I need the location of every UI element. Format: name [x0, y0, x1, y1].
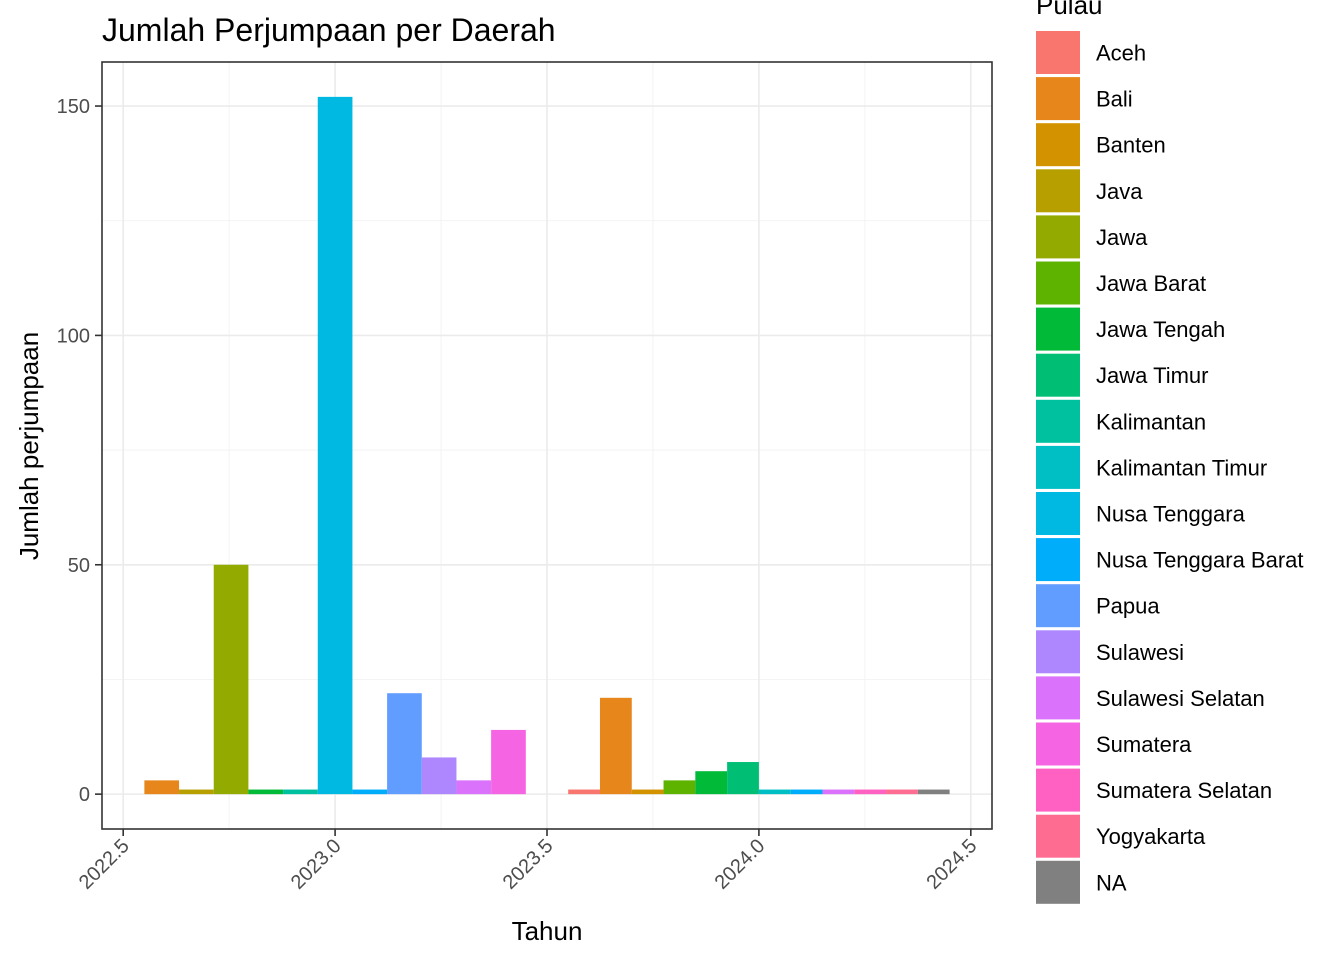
legend-key-papua	[1036, 584, 1080, 628]
bar-sumatera-2023	[491, 729, 526, 795]
legend-label: Yogyakarta	[1096, 824, 1206, 849]
bar-java-2023	[179, 789, 214, 795]
legend: Pulau Aceh Bali Banten Java Jawa Jawa Barat Ja…	[1036, 0, 1304, 904]
legend-key-banten	[1036, 123, 1080, 167]
legend-label: Jawa Barat	[1096, 271, 1206, 296]
x-tick-label: 2023.5	[499, 835, 558, 894]
legend-label: Kalimantan Timur	[1096, 455, 1267, 480]
legend-label: Aceh	[1096, 41, 1146, 66]
legend-key-jawa-timur	[1036, 353, 1080, 397]
bar-sulawesi-selatan-2024	[822, 789, 855, 795]
bar-jawa-tengah-2024	[695, 771, 728, 795]
legend-key-bali	[1036, 77, 1080, 121]
legend-key-sumatera	[1036, 722, 1080, 766]
legend-label: Sumatera Selatan	[1096, 778, 1272, 803]
bar-papua-2023	[387, 693, 422, 795]
bar-bali-2023	[144, 780, 180, 795]
y-tick-label: 150	[57, 96, 90, 118]
legend-key-nusa-tenggara-barat	[1036, 538, 1080, 582]
bar-aceh-2024	[568, 789, 600, 795]
legend-label: Kalimantan	[1096, 409, 1206, 434]
legend-key-sulawesi-selatan	[1036, 676, 1080, 720]
x-tick-label: 2024.5	[923, 835, 982, 894]
legend-key-java	[1036, 169, 1080, 213]
bar-sulawesi-2023	[421, 757, 457, 795]
legend-label: Bali	[1096, 87, 1133, 112]
legend-label: Java	[1096, 179, 1143, 204]
bar-nusa-tenggara-2023	[317, 96, 353, 795]
bar-banten-2024	[631, 789, 664, 795]
bar-nusa-tenggara-barat-2024	[790, 789, 823, 795]
legend-label: Jawa	[1096, 225, 1148, 250]
bar-jawa-tengah-2023	[248, 789, 284, 795]
bar-jawa-timur-2024	[727, 762, 759, 795]
chart-title: Jumlah Perjumpaan per Daerah	[102, 12, 556, 48]
legend-label: NA	[1096, 870, 1127, 895]
bar-jawa-2023	[213, 564, 249, 795]
bar-jawa-barat-2024	[663, 780, 696, 795]
bar-sulawesi-selatan-2023	[456, 780, 492, 795]
legend-label: Sumatera	[1096, 732, 1192, 757]
legend-label: Sulawesi Selatan	[1096, 686, 1265, 711]
legend-label: Jawa Tengah	[1096, 317, 1225, 342]
bar-yogyakarta-2024	[886, 789, 918, 795]
legend-key-nusa-tenggara	[1036, 492, 1080, 535]
legend-key-yogyakarta	[1036, 814, 1080, 858]
legend-label: Nusa Tenggara Barat	[1096, 548, 1304, 573]
legend-label: Banten	[1096, 133, 1166, 158]
legend-label: Nusa Tenggara	[1096, 502, 1246, 527]
x-tick-label: 2024.0	[711, 835, 770, 894]
y-tick-label: 0	[79, 784, 90, 806]
legend-title: Pulau	[1036, 0, 1103, 20]
legend-key-kalimantan-timur	[1036, 445, 1080, 489]
x-axis-title: Tahun	[512, 916, 583, 946]
bar-na-2024	[917, 789, 950, 795]
legend-key-sumatera-selatan	[1036, 768, 1080, 812]
bar-sumatera-selatan-2024	[854, 789, 887, 795]
bar-kalimantan-2023	[283, 789, 318, 795]
bar-bali-2024	[599, 697, 632, 795]
legend-key-sulawesi	[1036, 630, 1080, 674]
x-tick-label: 2022.5	[75, 835, 134, 894]
bar-nusa-tenggara-barat-2023	[352, 789, 388, 795]
legend-key-jawa	[1036, 215, 1080, 259]
y-tick-label: 100	[57, 325, 90, 347]
legend-label: Jawa Timur	[1096, 363, 1208, 388]
y-axis-title: Jumlah perjumpaan	[14, 332, 44, 560]
legend-key-kalimantan	[1036, 399, 1080, 443]
y-tick-label: 50	[68, 555, 90, 577]
legend-key-jawa-tengah	[1036, 307, 1080, 351]
x-tick-label: 2023.0	[287, 835, 346, 894]
bar-kalimantan-timur-2024	[758, 789, 791, 795]
bars	[144, 96, 950, 795]
legend-key-jawa-barat	[1036, 261, 1080, 305]
legend-label: Papua	[1096, 594, 1160, 619]
legend-label: Sulawesi	[1096, 640, 1184, 665]
legend-key-na	[1036, 860, 1080, 904]
legend-key-aceh	[1036, 31, 1080, 74]
